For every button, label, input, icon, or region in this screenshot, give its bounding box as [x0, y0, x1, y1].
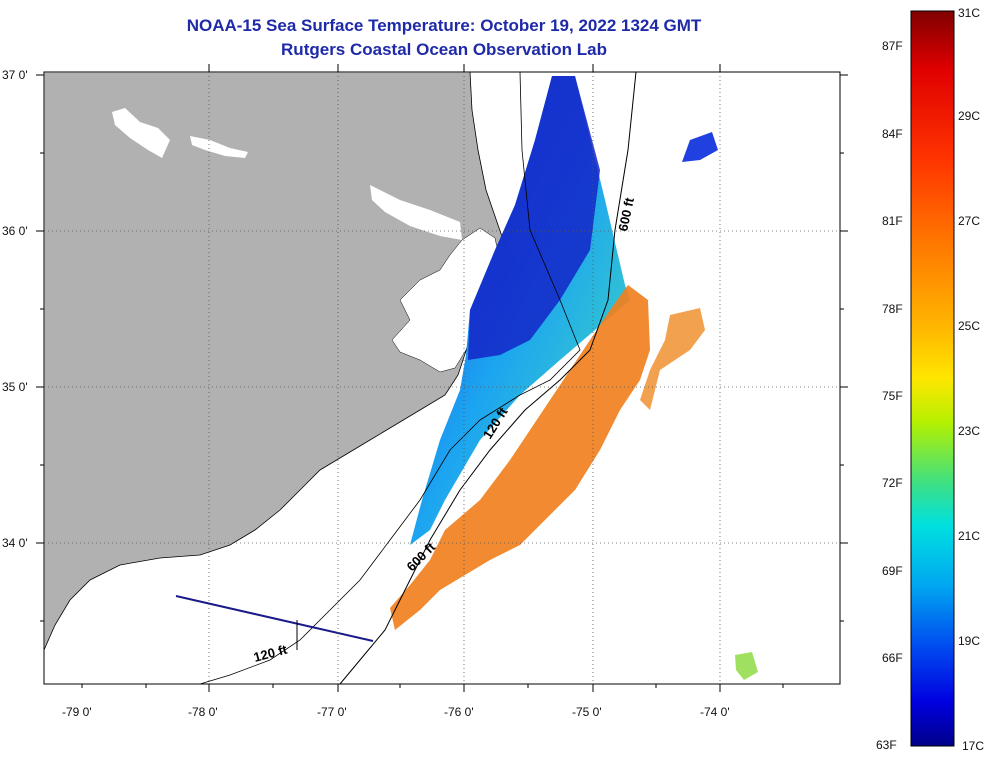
inland-lake-2	[190, 136, 248, 158]
colorbar	[910, 10, 955, 747]
colorbar-f-label: 75F	[882, 389, 903, 403]
colorbar-c-label: 19C	[958, 634, 981, 648]
colorbar-c-label: 25C	[958, 319, 981, 333]
transect-line	[175, 595, 374, 642]
colorbar-f-label: 84F	[882, 127, 903, 141]
colorbar-f-label: 66F	[882, 651, 903, 665]
colorbar-c-label: 23C	[958, 424, 981, 438]
contour-120ft	[199, 72, 581, 684]
lat-label: 34 0'	[2, 536, 28, 550]
colorbar-f-label: 69F	[882, 564, 903, 578]
sst-swath-cold	[468, 76, 600, 360]
colorbar-f-label: 78F	[882, 302, 903, 316]
lon-label: -79 0'	[62, 705, 92, 719]
colorbar-f-label: 87F	[882, 39, 903, 53]
sst-green-patch	[735, 652, 758, 680]
map-title: NOAA-15 Sea Surface Temperature: October…	[186, 16, 702, 35]
colorbar-f-label: 63F	[876, 738, 897, 752]
lat-label: 36 0'	[2, 224, 28, 238]
contour-label-600-north: 600 ft	[615, 196, 637, 233]
sst-cold-patch-ne	[682, 132, 718, 162]
lon-label: -76 0'	[444, 705, 474, 719]
sst-warm-patch	[640, 308, 705, 410]
inland-lake	[112, 108, 170, 158]
map-subtitle: Rutgers Coastal Ocean Observation Lab	[281, 40, 607, 59]
colorbar-f-label: 81F	[882, 214, 903, 228]
lat-label: 35 0'	[2, 380, 28, 394]
colorbar-c-label: 27C	[958, 214, 981, 228]
colorbar-c-label: 21C	[958, 529, 981, 543]
lon-label: -78 0'	[188, 705, 218, 719]
map-grid	[44, 72, 840, 684]
colorbar-c-label: 31C	[958, 6, 981, 20]
lon-label: -77 0'	[317, 705, 347, 719]
colorbar-c-label: 17C	[962, 739, 985, 753]
lon-label: -74 0'	[700, 705, 730, 719]
sst-warm-region	[390, 285, 650, 630]
colorbar-f-label: 72F	[882, 476, 903, 490]
lon-label: -75 0'	[572, 705, 602, 719]
lat-label: 37 0'	[2, 68, 28, 82]
axis-ticks	[36, 64, 848, 692]
contour-600ft	[339, 72, 637, 684]
colorbar-c-label: 29C	[958, 109, 981, 123]
albemarle-sound	[370, 185, 462, 240]
